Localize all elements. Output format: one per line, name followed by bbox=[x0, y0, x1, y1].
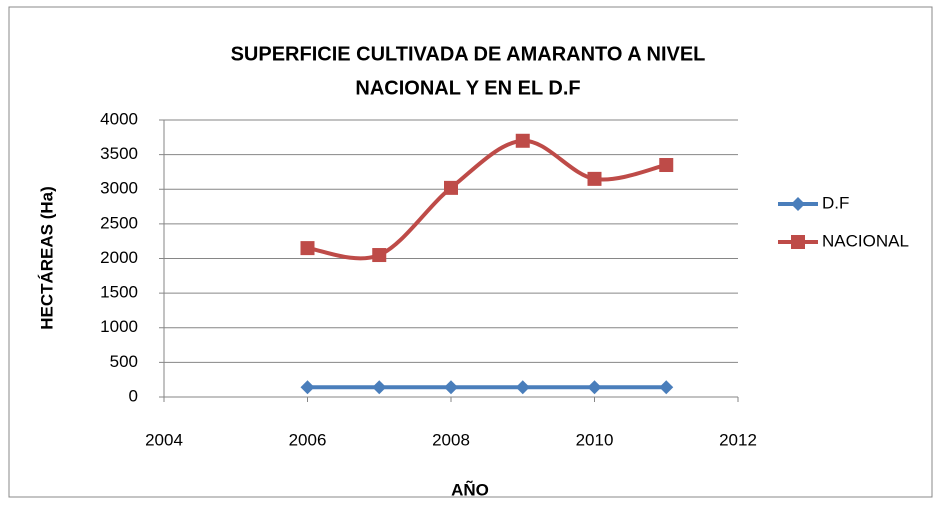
y-tick-label: 500 bbox=[110, 352, 138, 371]
point bbox=[659, 158, 674, 173]
x-tick-label: 2004 bbox=[145, 430, 183, 449]
x-tick-label: 2006 bbox=[289, 430, 327, 449]
x-tick-label: 2010 bbox=[576, 430, 614, 449]
point bbox=[515, 133, 530, 148]
y-tick-label: 2000 bbox=[100, 248, 138, 267]
x-tick-label: 2008 bbox=[432, 430, 470, 449]
x-tick-label: 2012 bbox=[719, 430, 757, 449]
point bbox=[372, 380, 387, 395]
y-tick-label: 1500 bbox=[100, 283, 138, 302]
point bbox=[300, 241, 315, 256]
y-tick-label: 4000 bbox=[100, 109, 138, 128]
legend-label: D.F bbox=[822, 193, 849, 212]
y-axis-title: HECTÁREAS (Ha) bbox=[37, 186, 56, 330]
chart-title: SUPERFICIE CULTIVADA DE AMARANTO A NIVEL bbox=[231, 43, 706, 65]
chart-title: NACIONAL Y EN EL D.F bbox=[355, 77, 580, 99]
legend-marker bbox=[791, 197, 805, 211]
y-tick-label: 1000 bbox=[100, 317, 138, 336]
point bbox=[444, 380, 458, 395]
legend-marker bbox=[791, 235, 805, 249]
y-tick-label: 3500 bbox=[100, 144, 138, 163]
point bbox=[587, 380, 602, 395]
point bbox=[659, 380, 674, 395]
point bbox=[372, 248, 387, 263]
point bbox=[444, 180, 458, 195]
point bbox=[587, 171, 602, 186]
y-tick-label: 3000 bbox=[100, 179, 138, 198]
y-tick-label: 2500 bbox=[100, 213, 138, 232]
point bbox=[515, 380, 530, 395]
y-tick-label: 0 bbox=[129, 386, 138, 405]
x-axis-title: AÑO bbox=[451, 479, 489, 499]
point bbox=[300, 380, 315, 395]
legend-label: NACIONAL bbox=[822, 231, 909, 250]
chart-frame bbox=[8, 6, 933, 498]
